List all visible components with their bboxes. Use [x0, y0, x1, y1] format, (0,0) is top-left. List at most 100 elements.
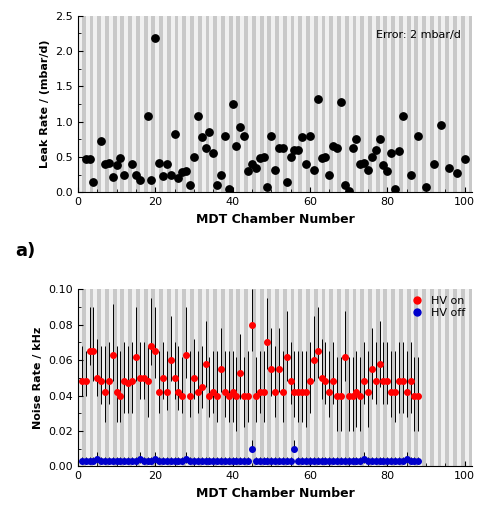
Point: [295, 388, 302, 396]
Point: [461, 155, 468, 163]
Point: [186, 181, 194, 190]
Bar: [209, 16, 213, 192]
Point: [368, 365, 376, 373]
Point: [295, 457, 302, 465]
Bar: [295, 290, 299, 466]
Point: [318, 373, 325, 382]
Point: [233, 457, 241, 465]
Point: [225, 392, 233, 400]
Point: [144, 112, 151, 120]
Point: [267, 132, 275, 140]
Point: [116, 392, 124, 400]
Point: [132, 352, 140, 361]
Point: [271, 457, 279, 465]
Y-axis label: Leak Rate / (mbar/d): Leak Rate / (mbar/d): [40, 40, 50, 168]
Bar: [434, 16, 438, 192]
Point: [387, 149, 395, 157]
Bar: [186, 290, 190, 466]
Point: [240, 132, 248, 140]
Legend: HV on, HV off: HV on, HV off: [401, 292, 470, 323]
Point: [263, 338, 271, 347]
Point: [275, 145, 283, 153]
Point: [171, 130, 179, 138]
Point: [372, 146, 379, 154]
Point: [174, 388, 182, 396]
Point: [318, 457, 325, 465]
Point: [411, 457, 418, 465]
Point: [163, 457, 171, 465]
Point: [163, 388, 171, 396]
Point: [252, 457, 260, 465]
Bar: [124, 16, 128, 192]
Point: [109, 351, 116, 359]
Bar: [78, 16, 82, 192]
Bar: [186, 16, 190, 192]
Bar: [465, 290, 468, 466]
Bar: [248, 290, 252, 466]
Point: [244, 167, 252, 175]
Point: [194, 112, 202, 120]
Point: [325, 170, 333, 179]
Bar: [202, 290, 206, 466]
Point: [321, 457, 329, 465]
Bar: [349, 16, 353, 192]
Point: [112, 161, 120, 169]
Y-axis label: Noise Rate / kHz: Noise Rate / kHz: [33, 327, 43, 429]
Point: [349, 145, 356, 153]
Point: [310, 356, 318, 364]
Point: [151, 34, 159, 42]
Bar: [333, 290, 337, 466]
Point: [167, 457, 175, 465]
Point: [90, 347, 97, 355]
Bar: [233, 290, 237, 466]
Point: [221, 388, 229, 396]
Point: [279, 457, 287, 465]
Bar: [109, 290, 112, 466]
Point: [237, 457, 244, 465]
Bar: [256, 290, 260, 466]
Bar: [395, 290, 399, 466]
Point: [349, 457, 356, 465]
Point: [198, 382, 206, 391]
Point: [128, 377, 136, 385]
Point: [209, 149, 217, 157]
Point: [356, 457, 364, 465]
Point: [267, 365, 275, 373]
Point: [182, 351, 190, 359]
Point: [287, 457, 295, 465]
Point: [356, 160, 364, 168]
Point: [240, 392, 248, 400]
Point: [279, 145, 287, 153]
Point: [94, 373, 101, 382]
Point: [148, 457, 155, 465]
Point: [414, 132, 422, 140]
Point: [155, 457, 163, 465]
Point: [213, 457, 221, 465]
Bar: [132, 290, 136, 466]
Bar: [78, 290, 82, 466]
Point: [337, 457, 345, 465]
Point: [360, 159, 368, 167]
Point: [314, 95, 321, 103]
Bar: [155, 16, 159, 192]
Point: [217, 170, 225, 179]
Point: [159, 373, 167, 382]
Point: [333, 145, 341, 153]
Bar: [302, 16, 306, 192]
Point: [430, 160, 438, 168]
Point: [368, 153, 376, 161]
Point: [395, 457, 403, 465]
Point: [375, 457, 383, 465]
Bar: [263, 290, 267, 466]
Bar: [372, 290, 375, 466]
Bar: [310, 16, 314, 192]
Point: [171, 373, 179, 382]
Point: [97, 377, 105, 385]
Point: [128, 160, 136, 168]
Bar: [109, 16, 112, 192]
Bar: [287, 16, 291, 192]
Point: [256, 154, 263, 163]
Bar: [202, 16, 206, 192]
Point: [353, 457, 360, 465]
Point: [144, 377, 151, 385]
